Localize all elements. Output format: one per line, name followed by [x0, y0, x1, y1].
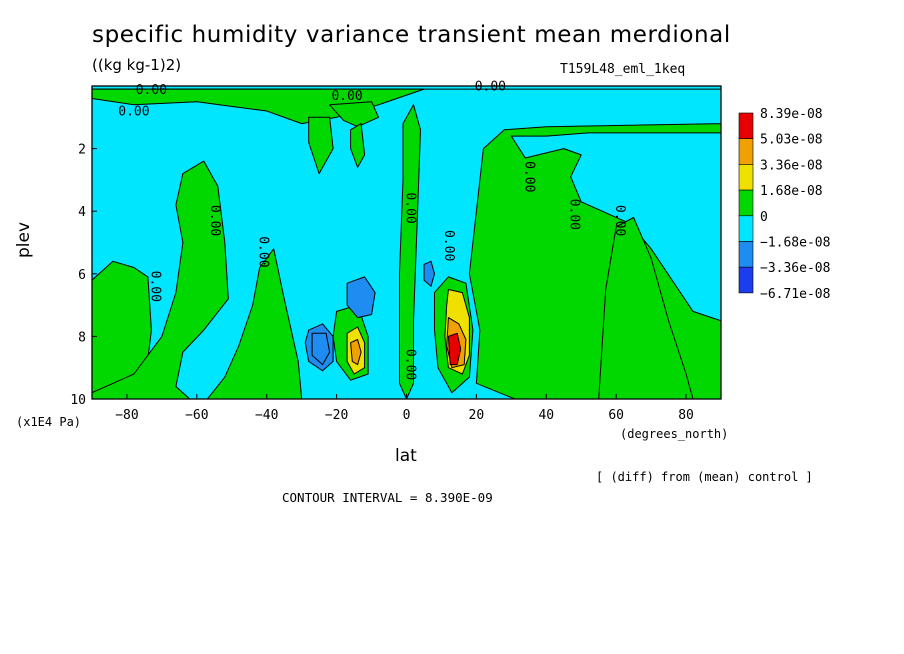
y-tick-label: 2 [78, 143, 86, 158]
x-tick-label: 40 [538, 408, 554, 423]
contour-region-7 [598, 217, 694, 399]
y-axis-units: (x1E4 Pa) [16, 415, 82, 429]
contour-label: 0.00 [612, 205, 627, 236]
contour-region-2 [92, 260, 152, 399]
legend-swatch [738, 164, 754, 191]
color-legend: 8.39e-08 5.03e-08 3.36e-08 1.68e-08 0 −1.68e-… [738, 107, 830, 302]
contour-label: 0.00 [567, 199, 582, 230]
contour-label: 0.00 [475, 80, 506, 95]
contour-region-12 [346, 276, 376, 319]
legend-swatch [738, 215, 754, 242]
legend-label: −6.71e-08 [760, 287, 830, 302]
legend-label: 0 [760, 210, 768, 225]
contour-region-0 [92, 88, 721, 399]
contour-label: 0.00 [521, 161, 536, 192]
legend-swatch [738, 189, 754, 217]
run-label: T159L48_eml_1keq [560, 62, 686, 77]
legend-label: −3.36e-08 [760, 261, 830, 276]
x-axis-units: (degrees_north) [620, 427, 729, 441]
x-tick-label: −80 [115, 408, 138, 423]
legend-swatch [738, 112, 754, 140]
y-tick-label: 6 [78, 268, 86, 283]
y-tick-label: 4 [78, 205, 86, 220]
contour-label: 0.00 [118, 105, 149, 120]
contour-label: 0.00 [403, 192, 418, 223]
contour-label: 0.00 [136, 83, 167, 98]
chart-units: ((kg kg-1)2) [92, 56, 182, 74]
contour-label: 0.00 [147, 271, 162, 302]
x-tick-label: 20 [469, 408, 485, 423]
contour-region-19 [447, 332, 462, 366]
legend-swatch [738, 138, 754, 165]
contour-interval: CONTOUR INTERVAL = 8.390E-09 [282, 490, 493, 505]
contour-region-13 [423, 260, 435, 287]
legend-label: 5.03e-08 [760, 133, 823, 148]
contour-region-14 [311, 332, 331, 366]
x-tick-label: 0 [403, 408, 411, 423]
contour-region-16 [350, 339, 362, 366]
diff-note: [ (diff) from (mean) control ] [596, 470, 813, 484]
y-tick-label: 10 [70, 393, 86, 408]
contour-region-4 [399, 104, 421, 399]
legend-label: 8.39e-08 [760, 107, 823, 122]
contour-region-3 [92, 160, 303, 399]
x-tick-label: 80 [678, 408, 694, 423]
contour-region-10 [308, 116, 334, 175]
y-tick-label: 8 [78, 330, 86, 345]
chart-title: specific humidity variance transient mea… [92, 22, 731, 48]
contour-label: 0.00 [207, 205, 222, 236]
plot-area [91, 85, 722, 400]
contour-label: 0.00 [256, 236, 271, 267]
legend-swatch [738, 241, 754, 268]
legend-swatch [738, 266, 754, 294]
x-tick-label: −40 [255, 408, 278, 423]
x-tick-label: 60 [608, 408, 624, 423]
legend-label: 1.68e-08 [760, 184, 823, 199]
contour-label: 0.00 [441, 230, 456, 261]
x-tick-label: −20 [325, 408, 348, 423]
axis-ticks: −80 −60 −40 −20 0 20 40 60 80 2 4 6 8 10 [70, 143, 694, 423]
contour-label: 0.00 [403, 349, 418, 380]
legend-label: 3.36e-08 [760, 158, 823, 173]
x-axis-label: lat [395, 446, 417, 466]
contour-region-8 [329, 101, 379, 128]
contour-region-9 [350, 123, 366, 168]
x-tick-label: −60 [185, 408, 208, 423]
legend-label: −1.68e-08 [760, 236, 830, 251]
contour-label: 0.00 [331, 89, 362, 104]
contour-labels: 0.00 0.00 0.00 0.00 0.00 0.00 0.00 0.00 0.00 0.00… [118, 80, 627, 381]
